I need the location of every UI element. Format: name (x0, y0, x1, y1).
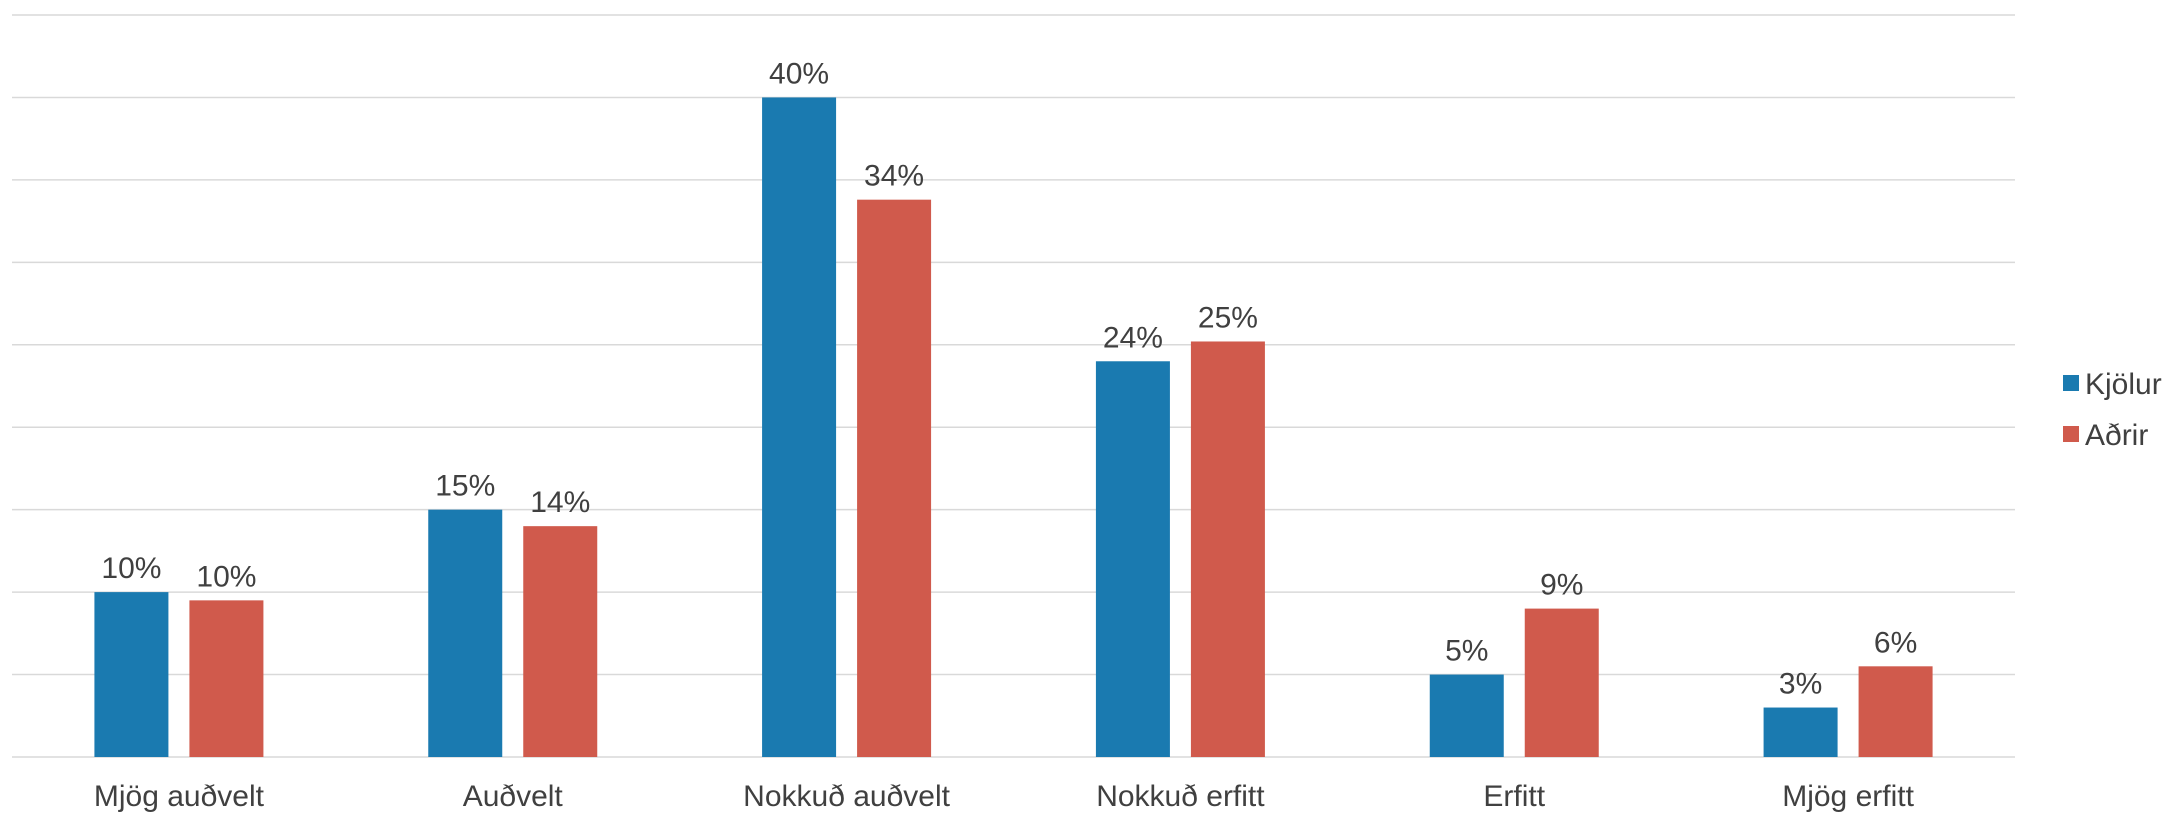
x-tick-label: Auðvelt (463, 780, 564, 813)
bar-series-1 (428, 509, 503, 757)
x-tick-label: Mjög auðvelt (94, 780, 265, 813)
legend: Kjölur Aðrir (2063, 368, 2162, 452)
bars (94, 97, 1933, 758)
bar-series-1 (762, 97, 837, 757)
x-axis: Mjög auðvelt Auðvelt Nokkuð auðvelt Nokkuð … (94, 780, 1915, 813)
data-label: 14% (530, 486, 590, 519)
data-label: 10% (196, 560, 256, 593)
gridlines (12, 14, 2015, 758)
data-label: 24% (1103, 321, 1163, 354)
data-label: 10% (101, 552, 161, 585)
data-label: 3% (1779, 668, 1822, 701)
legend-label: Kjölur (2085, 368, 2162, 401)
bar-series-1 (1429, 674, 1504, 757)
data-label: 6% (1874, 626, 1917, 659)
bar-series-2 (1858, 666, 1933, 757)
legend-label: Aðrir (2085, 419, 2148, 452)
bar-series-2 (1190, 341, 1265, 757)
x-tick-label: Nokkuð erfitt (1096, 780, 1265, 813)
data-label: 40% (769, 57, 829, 90)
data-label: 34% (864, 160, 924, 193)
bar-series-2 (857, 199, 932, 758)
data-labels: 10% 10% 15% 14% 40% 34% 24% 25% 5% 9% 3% 6% (101, 57, 1917, 700)
bar-series-1 (1095, 361, 1170, 757)
bar-series-2 (523, 526, 598, 757)
bar-series-1 (1763, 707, 1838, 757)
legend-swatch (2063, 375, 2079, 391)
bar-series-1 (94, 592, 169, 757)
x-tick-label: Erfitt (1483, 780, 1545, 813)
legend-swatch (2063, 426, 2079, 442)
bar-series-2 (189, 600, 264, 757)
data-label: 9% (1540, 569, 1583, 602)
x-tick-label: Nokkuð auðvelt (743, 780, 950, 813)
x-tick-label: Mjög erfitt (1782, 780, 1914, 813)
bar-series-2 (1524, 608, 1599, 757)
data-label: 15% (435, 470, 495, 503)
data-label: 25% (1198, 301, 1258, 334)
data-label: 5% (1445, 635, 1488, 668)
